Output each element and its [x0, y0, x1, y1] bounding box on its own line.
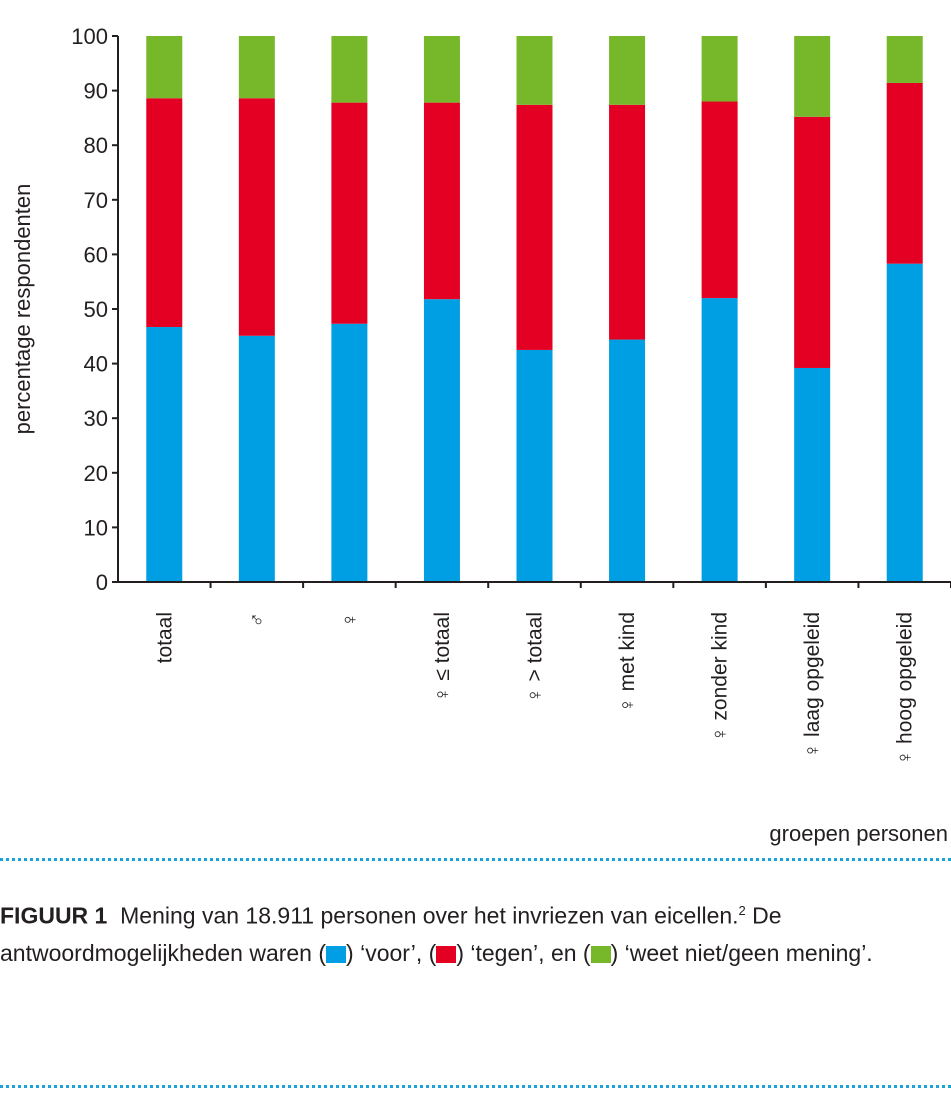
bar-segment-weet-niet-geen-mening [794, 36, 831, 117]
bar-segment-tegen [794, 116, 831, 368]
bar-segment-voor [516, 349, 553, 582]
y-tick-label: 40 [84, 352, 108, 377]
bar-segment-voor [701, 298, 738, 582]
x-tick-label: ♀ met kind [616, 612, 639, 713]
bar-segment-weet-niet-geen-mening [516, 36, 553, 105]
x-tick-label: totaal [153, 612, 176, 663]
x-axis-label: groepen personen [769, 821, 948, 846]
legend-tegen: ) ‘tegen’, en ( [456, 939, 591, 966]
y-tick-label: 80 [84, 133, 108, 158]
bar-segment-weet-niet-geen-mening [609, 36, 646, 105]
x-tick-label: ♀ > totaal [524, 612, 547, 703]
y-tick-label: 90 [84, 79, 108, 104]
legend-voor: ) ‘voor’, ( [346, 939, 437, 966]
bar-segment-voor [609, 339, 646, 582]
y-tick-label: 70 [84, 188, 108, 213]
bar-segment-weet-niet-geen-mening [886, 36, 923, 83]
caption-text: Mening van 18.911 personen over het invr… [120, 902, 739, 929]
y-tick-label: 100 [71, 24, 108, 49]
bar-segment-tegen [701, 101, 738, 299]
footnote-ref: 2 [738, 903, 746, 918]
bar-segment-weet-niet-geen-mening [701, 36, 738, 102]
bar-segment-tegen [516, 104, 553, 350]
caption-text-2: De antwoordmogelijkheden waren ( [0, 902, 782, 966]
x-tick-label: ♀ zonder kind [709, 612, 732, 742]
divider-bottom [0, 1085, 951, 1088]
legend-swatch-voor [326, 945, 347, 963]
bar-segment-voor [886, 263, 923, 582]
y-tick-label: 20 [84, 461, 108, 486]
divider-top [0, 858, 951, 861]
x-tick-label: ♀ ≤ totaal [431, 612, 454, 702]
bar-segment-voor [423, 299, 460, 582]
legend-swatch-weet-niet [590, 945, 611, 963]
bar-segment-tegen [886, 82, 923, 264]
bar-segment-tegen [331, 102, 368, 324]
x-tick-label: ♀ laag opgeleid [801, 612, 824, 759]
bar-segment-weet-niet-geen-mening [238, 36, 275, 99]
bar-segment-voor [146, 327, 183, 582]
bar-segment-tegen [609, 104, 646, 340]
stacked-bar-chart: 0 10 20 30 40 50 60 70 80 90 100 totaal ♂ ♀ ♀ ≤ totaal… [10, 24, 951, 846]
bar-segment-voor [331, 323, 368, 582]
x-tick-label: ♀ hoog opgeleid [894, 612, 917, 766]
bar-segment-voor [794, 367, 831, 582]
y-tick-label: 10 [84, 515, 108, 540]
x-tick-label: ♀ [338, 612, 361, 628]
bar-segment-weet-niet-geen-mening [331, 36, 368, 103]
y-tick-label: 50 [84, 297, 108, 322]
y-tick-label: 0 [96, 570, 108, 595]
bar-segment-tegen [238, 98, 275, 336]
figure-label: FIGUUR 1 [0, 902, 108, 929]
x-tick-label: ♂ [246, 612, 269, 628]
bar-segment-weet-niet-geen-mening [146, 36, 183, 99]
y-tick-label: 60 [84, 242, 108, 267]
y-axis-label: percentage respondenten [10, 184, 35, 435]
bar-segment-weet-niet-geen-mening [423, 36, 460, 103]
bar-segment-voor [238, 335, 275, 582]
y-tick-label: 30 [84, 406, 108, 431]
legend-weet-niet: ) ‘weet niet/geen mening’. [610, 939, 873, 966]
figure-caption: FIGUUR 1 Mening van 18.911 personen over… [0, 892, 945, 972]
bar-segment-tegen [146, 98, 183, 328]
bar-segment-tegen [423, 102, 460, 300]
legend-swatch-tegen [436, 945, 457, 963]
